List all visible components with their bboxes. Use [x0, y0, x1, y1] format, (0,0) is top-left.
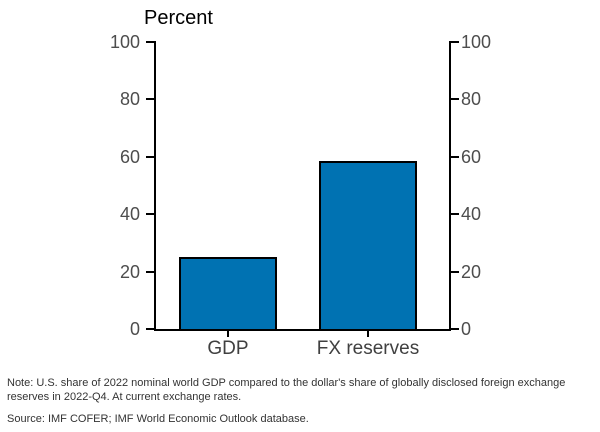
y-axis-label-left: 0	[129, 319, 140, 339]
y-axis-tick-left	[146, 270, 156, 273]
y-axis-label-left: 80	[119, 89, 140, 110]
y-axis-label-left: 20	[119, 261, 140, 282]
category-label-fx-reserves: FX reserves	[316, 338, 420, 359]
bar-fx-reserves	[319, 161, 417, 329]
y-axis-tick-left	[146, 328, 156, 330]
y-axis-label-right: 20	[461, 261, 482, 282]
x-axis-tick	[367, 331, 369, 337]
y-axis-tick-right	[449, 98, 459, 101]
chart-title: Percent	[144, 7, 213, 29]
y-axis-label-right: 100	[461, 32, 492, 52]
y-axis-label-left: 40	[119, 204, 140, 225]
y-axis-tick-left	[146, 213, 156, 216]
source-text: Source: IMF COFER; IMF World Economic Ou…	[7, 413, 309, 425]
y-axis-tick-right	[449, 155, 459, 158]
y-axis-label-left: 60	[119, 146, 140, 167]
y-axis-tick-left	[146, 98, 156, 101]
x-axis-tick	[227, 331, 229, 337]
y-axis-label-right: 80	[461, 89, 482, 110]
category-label-gdp: GDP	[207, 338, 249, 359]
bar-gdp	[179, 257, 277, 329]
y-axis-tick-left	[146, 155, 156, 158]
y-axis-tick-right	[449, 41, 459, 43]
y-axis-tick-left	[146, 41, 156, 43]
y-axis-tick-right	[449, 213, 459, 216]
y-axis-tick-right	[449, 328, 459, 330]
y-axis-tick-right	[449, 270, 459, 273]
plot-area: 0 0 20 20 40 40 60 60 80 80 100 100 GDP FX reserves	[110, 32, 491, 359]
y-axis-label-left: 100	[109, 32, 140, 52]
y-axis-label-right: 0	[461, 319, 472, 339]
y-axis-label-right: 60	[461, 146, 482, 167]
y-axis-label-right: 40	[461, 204, 482, 225]
note-text: Note: U.S. share of 2022 nominal world G…	[7, 377, 566, 403]
